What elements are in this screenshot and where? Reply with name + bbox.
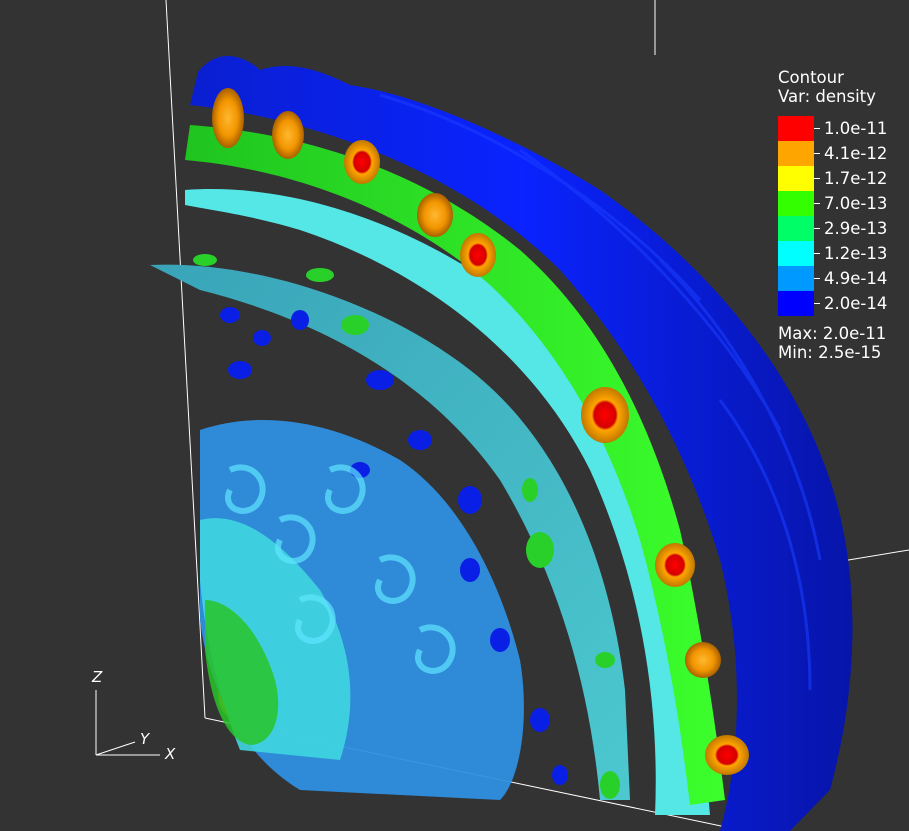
legend-label: 7.0e-13 [824, 194, 888, 213]
green-density-band [185, 125, 725, 805]
cyan-swirls [225, 464, 456, 674]
legend-swatch [778, 216, 814, 241]
legend-label: 2.0e-14 [824, 294, 888, 313]
legend-swatch [778, 116, 814, 141]
legend-tick [814, 128, 820, 129]
legend-swatch [778, 291, 814, 316]
legend-label: 2.9e-13 [824, 219, 888, 238]
inner-sheet-teal [150, 264, 630, 801]
legend-row: 2.0e-14 [778, 291, 909, 316]
legend-row: 1.0e-11 [778, 116, 909, 141]
legend-swatch [778, 241, 814, 266]
legend-row: 4.9e-14 [778, 266, 909, 291]
legend-swatch [778, 266, 814, 291]
legend-row: 1.2e-13 [778, 241, 909, 266]
axis-x-label: X [165, 745, 176, 763]
contour-legend: Contour Var: density 1.0e-11 4.1e-12 1.7e-… [778, 68, 909, 362]
turbulent-blue-region [200, 420, 524, 800]
legend-tick [814, 303, 820, 304]
axis-z-label: Z [92, 668, 103, 686]
legend-max: Max: 2.0e-11 [778, 324, 887, 343]
legend-tick [814, 203, 820, 204]
legend-tick [814, 153, 820, 154]
legend-swatch [778, 166, 814, 191]
legend-swatch [778, 141, 814, 166]
outer-density-shell [190, 56, 853, 831]
legend-swatch [778, 191, 814, 216]
inner-sheet-cyan [185, 189, 710, 816]
legend-label: 1.7e-12 [824, 169, 888, 188]
green-blobs [193, 254, 620, 799]
axis-y-label: Y [140, 730, 150, 748]
density-clumps [212, 88, 749, 775]
legend-row: 2.9e-13 [778, 216, 909, 241]
legend-row: 4.1e-12 [778, 141, 909, 166]
legend-label: 4.1e-12 [824, 144, 888, 163]
legend-tick [814, 278, 820, 279]
legend-label: 4.9e-14 [824, 269, 888, 288]
legend-label: 1.2e-13 [824, 244, 888, 263]
legend-min: Min: 2.5e-15 [778, 343, 882, 362]
legend-row: 7.0e-13 [778, 191, 909, 216]
legend-variable: Var: density [778, 87, 876, 106]
legend-title: Contour [778, 68, 844, 87]
legend-tick [814, 228, 820, 229]
blue-blobs [220, 307, 568, 785]
legend-tick [814, 253, 820, 254]
legend-tick [814, 178, 820, 179]
legend-row: 1.7e-12 [778, 166, 909, 191]
legend-color-scale: 1.0e-11 4.1e-12 1.7e-12 7.0e-13 2.9e-13 1.2e-… [778, 116, 909, 316]
shell-ripples [379, 93, 822, 691]
axis-triad [95, 690, 160, 756]
legend-label: 1.0e-11 [824, 119, 888, 138]
